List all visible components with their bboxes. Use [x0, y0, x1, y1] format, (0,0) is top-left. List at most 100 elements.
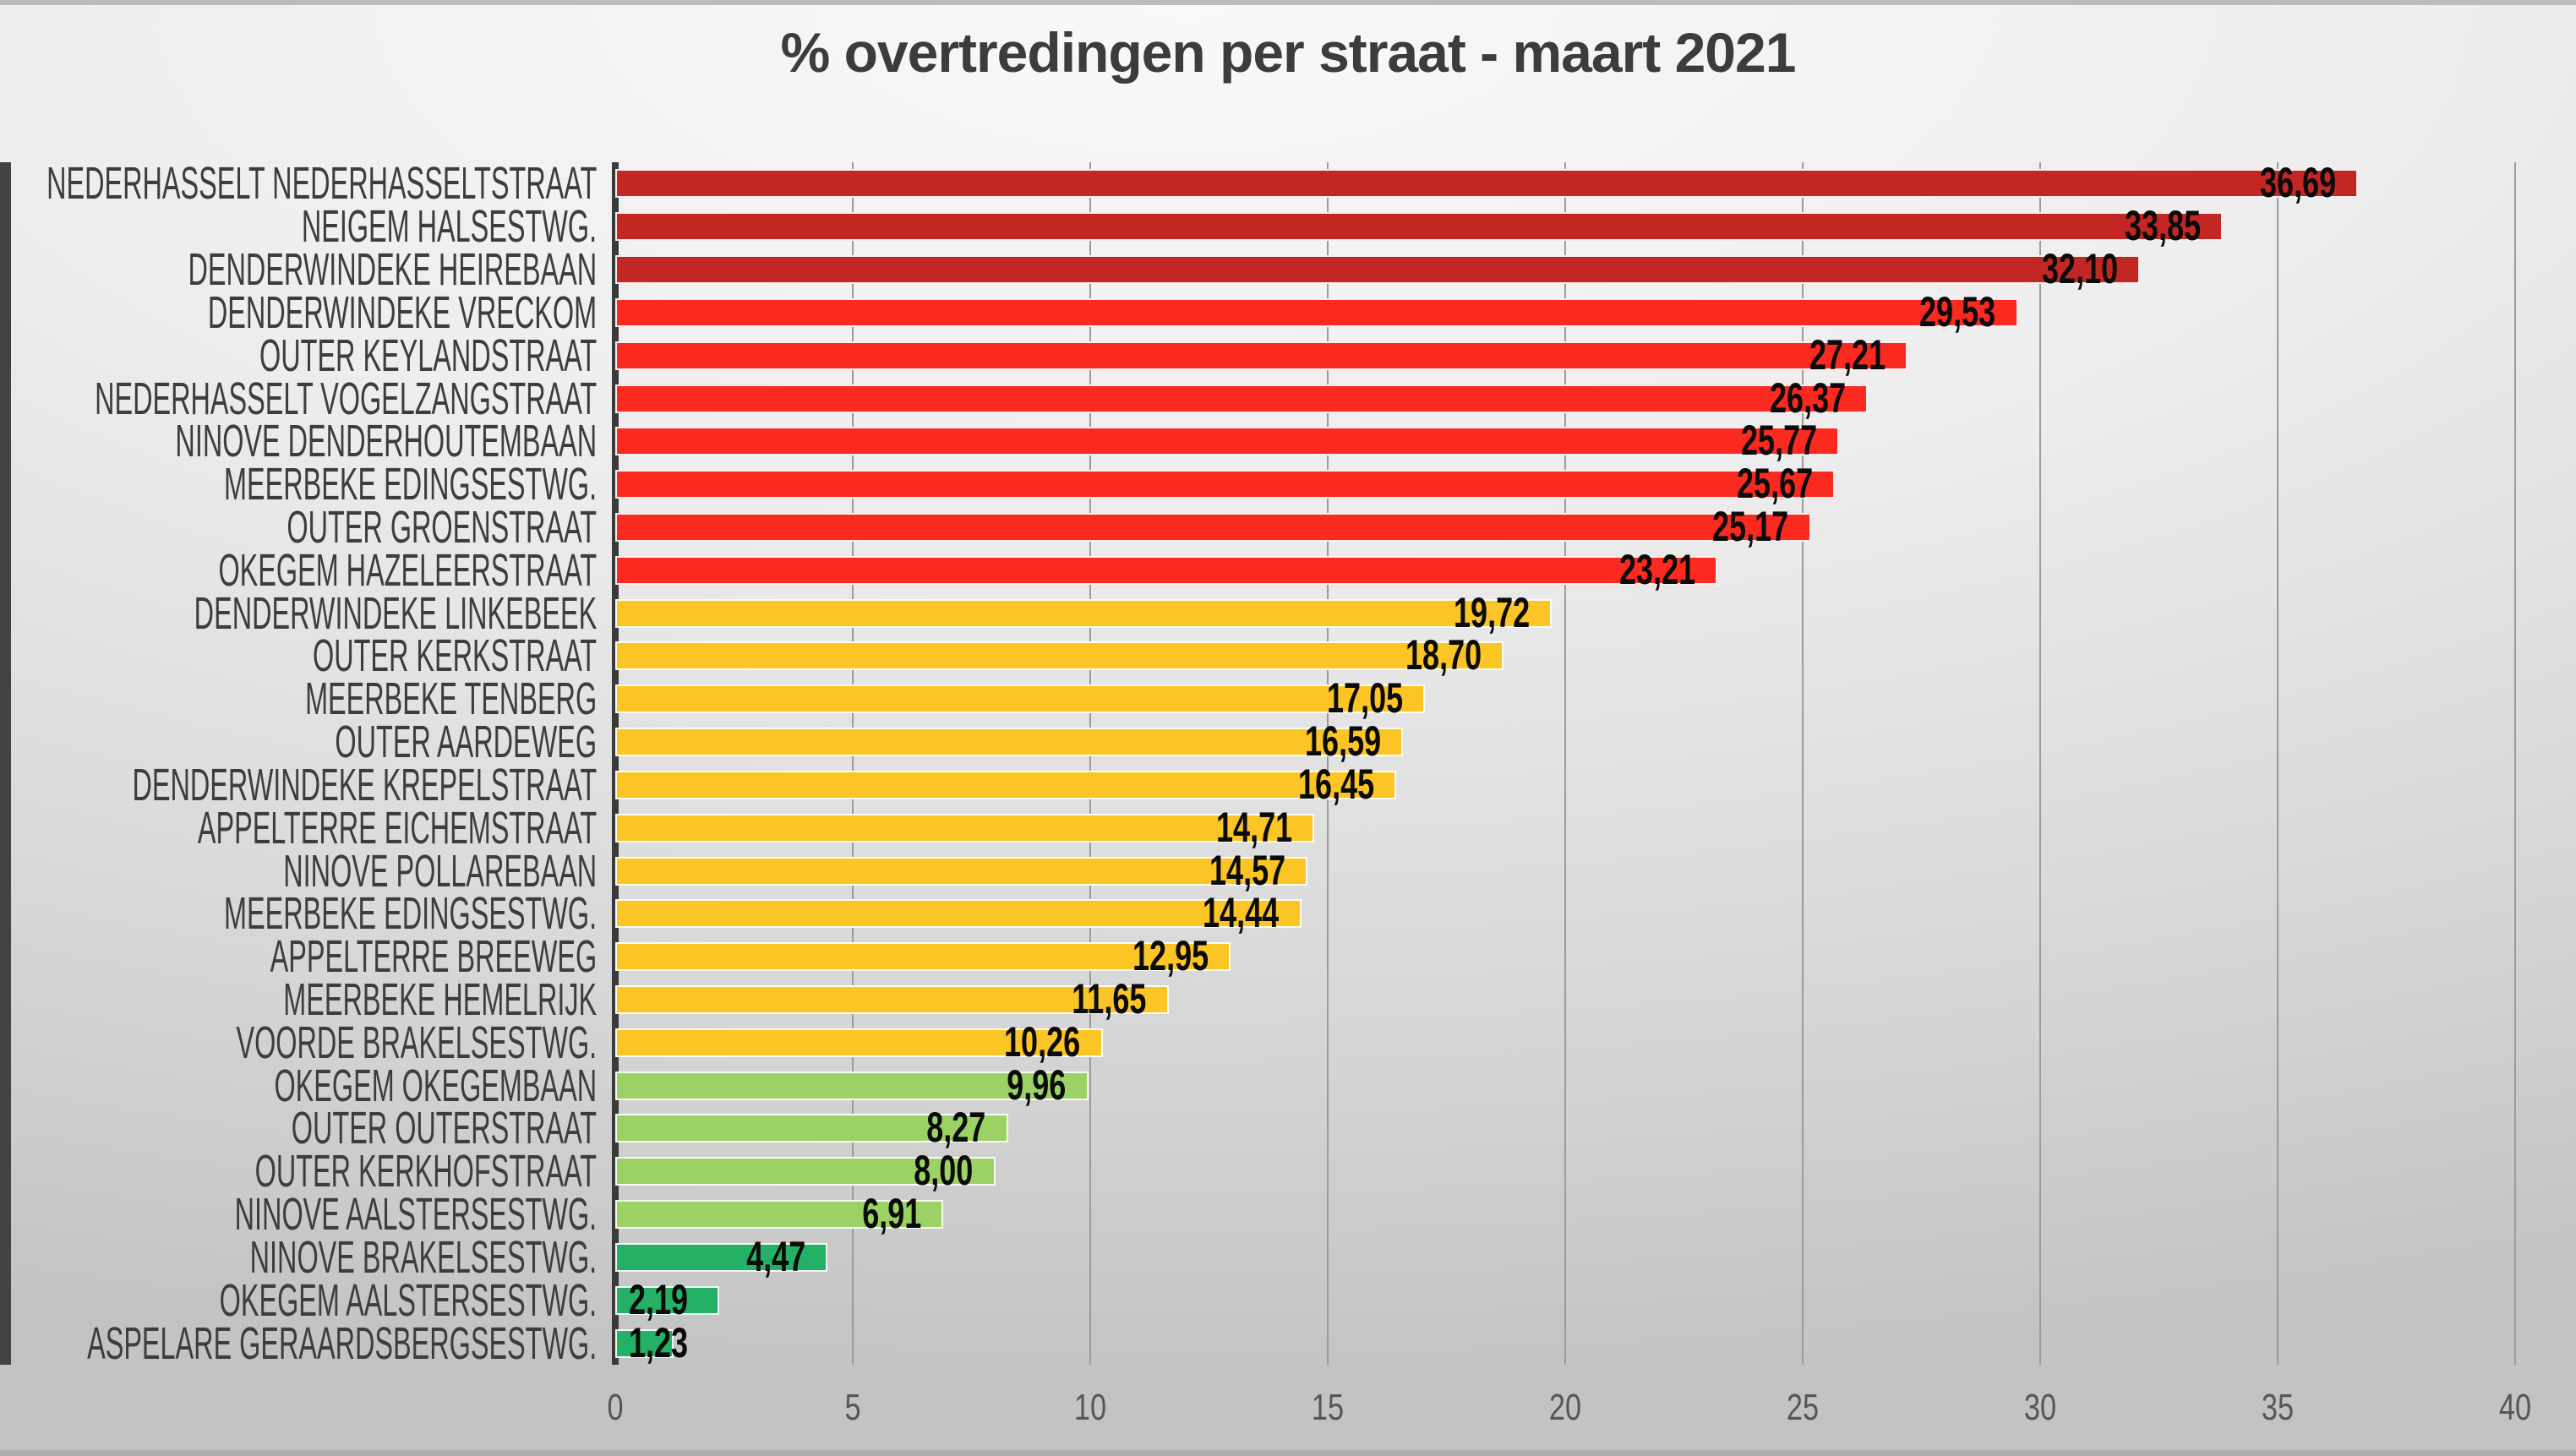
- bar-row: 25,77: [615, 417, 2515, 464]
- bar: 19,72: [615, 588, 1553, 635]
- category-label: OUTER KEYLANDSTRAAT: [259, 330, 597, 381]
- bar-row: 1,23: [615, 1318, 2515, 1366]
- bar: 36,69: [615, 159, 2358, 206]
- bar: 8,27: [615, 1104, 1008, 1151]
- plot-area: 36,69 33,85 32,10 29,53 27,21 26,37 25,77 25,67…: [612, 159, 2516, 1366]
- bar-row: 23,21: [615, 546, 2515, 593]
- category-label: MEERBEKE EDINGSESTWG.: [223, 888, 597, 940]
- category-label: OUTER GROENSTRAAT: [287, 501, 597, 553]
- category-label: VOORDE BRAKELSESTWG.: [236, 1017, 597, 1068]
- bar-row: 11,65: [615, 975, 2515, 1022]
- top-edge-border: [0, 0, 2576, 5]
- category-label: DENDERWINDEKE VRECKOM: [207, 286, 597, 338]
- x-axis-tick-label: 30: [2023, 1387, 2057, 1428]
- bar-value-label: 8,27: [926, 1104, 986, 1152]
- category-label: APPELTERRE BREEWEG: [270, 931, 597, 983]
- category-label: OKEGEM AALSTERSESTWG.: [219, 1274, 597, 1326]
- category-label: MEERBEKE HEMELRIJK: [283, 974, 597, 1026]
- gridline: [1564, 162, 1566, 1365]
- bar-row: 25,67: [615, 460, 2515, 507]
- category-label: MEERBEKE TENBERG: [304, 673, 597, 725]
- bar-value-label: 25,67: [1736, 459, 1813, 507]
- bar-value-label: 18,70: [1405, 631, 1482, 679]
- bar-row: 4,47: [615, 1233, 2515, 1280]
- category-label: APPELTERRE EICHEMSTRAAT: [197, 802, 597, 853]
- y-axis-line: [612, 162, 619, 1365]
- bar-value-label: 1,23: [629, 1318, 689, 1366]
- bar: 14,44: [615, 889, 1302, 936]
- bar-value-label: 9,96: [1007, 1061, 1067, 1109]
- bar-value-label: 23,21: [1619, 545, 1696, 593]
- bar-row: 10,26: [615, 1018, 2515, 1066]
- gridline: [1089, 162, 1091, 1365]
- category-label: OUTER KERKHOFSTRAAT: [254, 1146, 597, 1197]
- bar-row: 32,10: [615, 245, 2515, 292]
- bar-row: 16,59: [615, 717, 2515, 765]
- bar: 33,85: [615, 202, 2224, 249]
- bar-row: 18,70: [615, 631, 2515, 679]
- bar: 10,26: [615, 1018, 1103, 1066]
- category-label: NEDERHASSELT NEDERHASSELTSTRAAT: [46, 158, 597, 210]
- category-label: DENDERWINDEKE KREPELSTRAAT: [132, 759, 597, 810]
- bar-value-label: 26,37: [1769, 374, 1846, 422]
- category-label: OUTER KERKSTRAAT: [312, 630, 597, 682]
- bar-value-label: 33,85: [2125, 202, 2202, 250]
- bar: 16,59: [615, 717, 1404, 765]
- bar-value-label: 11,65: [1072, 974, 1147, 1022]
- bar-row: 6,91: [615, 1190, 2515, 1237]
- bar-row: 14,44: [615, 889, 2515, 936]
- category-label: OUTER AARDEWEG: [335, 717, 597, 768]
- bar: 27,21: [615, 331, 1908, 379]
- gridline: [2277, 162, 2279, 1365]
- bar: 32,10: [615, 245, 2141, 292]
- bar-value-label: 17,05: [1327, 674, 1404, 723]
- bar-value-label: 8,00: [914, 1147, 974, 1195]
- bar-row: 36,69: [615, 159, 2515, 206]
- bar: 11,65: [615, 975, 1169, 1022]
- category-label: ASPELARE GERAARDSBERGSESTWG.: [86, 1317, 597, 1369]
- bar-row: 12,95: [615, 932, 2515, 979]
- bar-row: 19,72: [615, 588, 2515, 635]
- bar-row: 16,45: [615, 761, 2515, 808]
- bar-value-label: 27,21: [1809, 330, 1886, 379]
- bar: 2,19: [615, 1276, 720, 1323]
- bar-value-label: 14,71: [1215, 803, 1292, 851]
- bar-row: 29,53: [615, 288, 2515, 335]
- bar-row: 27,21: [615, 331, 2515, 379]
- bar-value-label: 2,19: [629, 1275, 689, 1323]
- bar-value-label: 6,91: [862, 1189, 922, 1237]
- bar: 25,17: [615, 503, 1811, 550]
- bar-value-label: 14,57: [1209, 846, 1285, 894]
- bar-row: 2,19: [615, 1276, 2515, 1323]
- bar: 25,77: [615, 417, 1840, 464]
- bar-row: 9,96: [615, 1061, 2515, 1108]
- bar: 14,71: [615, 804, 1314, 851]
- gridline: [1802, 162, 1804, 1365]
- x-axis-tick-label: 0: [607, 1387, 624, 1428]
- bar-value-label: 12,95: [1132, 932, 1209, 980]
- bar-value-label: 32,10: [2041, 244, 2119, 292]
- gridline: [852, 162, 854, 1365]
- bar-row: 14,71: [615, 804, 2515, 851]
- x-axis-tick-label: 35: [2261, 1387, 2295, 1428]
- bar-row: 17,05: [615, 674, 2515, 722]
- bar: 17,05: [615, 674, 1426, 722]
- bar: 6,91: [615, 1190, 944, 1237]
- bar: 26,37: [615, 374, 1868, 421]
- gridline: [2514, 162, 2516, 1365]
- bar: 16,45: [615, 761, 1397, 808]
- bar: 14,57: [615, 846, 1307, 893]
- bar-value-label: 19,72: [1454, 588, 1531, 636]
- gridline: [2039, 162, 2041, 1365]
- bar: 23,21: [615, 546, 1718, 593]
- x-axis-tick-label: 10: [1073, 1387, 1107, 1428]
- bar: 4,47: [615, 1233, 828, 1280]
- bar-value-label: 29,53: [1919, 287, 1996, 335]
- bar-value-label: 16,45: [1298, 760, 1375, 808]
- category-label: NINOVE DENDERHOUTEMBAAN: [175, 416, 597, 467]
- x-axis-tick-label: 25: [1786, 1387, 1820, 1428]
- bar-value-label: 10,26: [1004, 1017, 1081, 1066]
- bar: 12,95: [615, 932, 1231, 979]
- bar: 25,67: [615, 460, 1835, 507]
- category-label: NINOVE BRAKELSESTWG.: [249, 1231, 597, 1283]
